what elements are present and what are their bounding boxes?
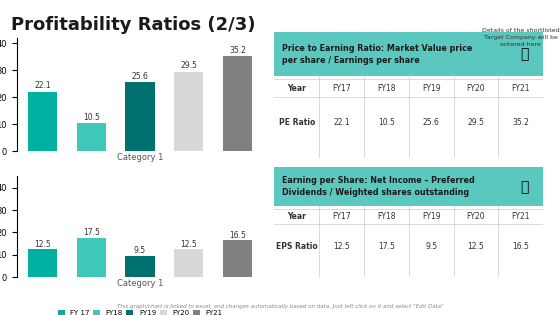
Text: Year: Year xyxy=(287,84,306,93)
Bar xyxy=(28,92,57,151)
Text: FY17: FY17 xyxy=(332,84,351,93)
Text: FY17: FY17 xyxy=(332,212,351,221)
Bar xyxy=(223,240,252,277)
Text: EPS Ratio: EPS Ratio xyxy=(276,242,318,251)
Text: Price to Earning Ratio: Market Value price
per share / Earnings per share: Price to Earning Ratio: Market Value pri… xyxy=(282,44,473,65)
Text: 💰: 💰 xyxy=(520,180,529,194)
Legend: FY 17, FY18, FY19, FY20, FY21: FY 17, FY18, FY19, FY20, FY21 xyxy=(55,307,225,315)
Text: FY20: FY20 xyxy=(466,212,486,221)
Text: 12.5: 12.5 xyxy=(180,239,197,249)
X-axis label: Category 1: Category 1 xyxy=(117,152,163,162)
FancyBboxPatch shape xyxy=(274,167,543,206)
Text: 25.6: 25.6 xyxy=(132,72,148,81)
Text: 12.5: 12.5 xyxy=(34,239,51,249)
Text: Profitability Ratios (2/3): Profitability Ratios (2/3) xyxy=(11,16,256,34)
Text: FY20: FY20 xyxy=(466,84,486,93)
Text: FY19: FY19 xyxy=(422,84,441,93)
Text: Year: Year xyxy=(287,212,306,221)
Bar xyxy=(174,72,203,151)
Text: 35.2: 35.2 xyxy=(512,118,529,127)
Bar xyxy=(125,256,155,277)
Text: 22.1: 22.1 xyxy=(333,118,350,127)
Text: 35.2: 35.2 xyxy=(229,46,246,55)
Text: 22.1: 22.1 xyxy=(34,81,51,90)
Text: FY19: FY19 xyxy=(422,212,441,221)
Text: 9.5: 9.5 xyxy=(425,242,437,251)
Text: FY18: FY18 xyxy=(377,212,396,221)
Text: 16.5: 16.5 xyxy=(512,242,529,251)
Text: 17.5: 17.5 xyxy=(83,228,100,237)
Text: 29.5: 29.5 xyxy=(180,61,197,70)
Bar xyxy=(77,238,106,277)
Text: 📈: 📈 xyxy=(520,47,529,61)
Text: This graph/chart is linked to excel, and changes automatically based on data. Ju: This graph/chart is linked to excel, and… xyxy=(116,304,444,309)
X-axis label: Category 1: Category 1 xyxy=(117,278,163,288)
Legend: FY17, FY18, FY19, FY20, FY21: FY17, FY18, FY19, FY20, FY21 xyxy=(56,179,224,191)
Text: 25.6: 25.6 xyxy=(423,118,440,127)
Text: 12.5: 12.5 xyxy=(468,242,484,251)
Text: Earning per Share: Net Income – Preferred
Dividends / Weighted shares outstandin: Earning per Share: Net Income – Preferre… xyxy=(282,176,475,197)
Text: PE Ratio: PE Ratio xyxy=(279,118,315,127)
FancyBboxPatch shape xyxy=(274,32,543,76)
Bar xyxy=(174,249,203,277)
Text: FY21: FY21 xyxy=(511,84,530,93)
Text: 10.5: 10.5 xyxy=(83,112,100,122)
Text: 29.5: 29.5 xyxy=(468,118,484,127)
Text: PE Ratio: PE Ratio xyxy=(22,166,68,176)
Text: FY18: FY18 xyxy=(377,84,396,93)
Bar xyxy=(77,123,106,151)
Bar xyxy=(223,56,252,151)
Text: PE Ratio: PE Ratio xyxy=(22,27,68,37)
Text: 12.5: 12.5 xyxy=(333,242,350,251)
Text: 16.5: 16.5 xyxy=(229,231,246,240)
Bar xyxy=(125,82,155,151)
Text: 9.5: 9.5 xyxy=(134,246,146,255)
Text: Details of the shortlisted
Target Company will be
entered here: Details of the shortlisted Target Compan… xyxy=(482,28,559,47)
Text: 10.5: 10.5 xyxy=(378,118,395,127)
Text: 17.5: 17.5 xyxy=(378,242,395,251)
Bar xyxy=(28,249,57,277)
Text: FY21: FY21 xyxy=(511,212,530,221)
